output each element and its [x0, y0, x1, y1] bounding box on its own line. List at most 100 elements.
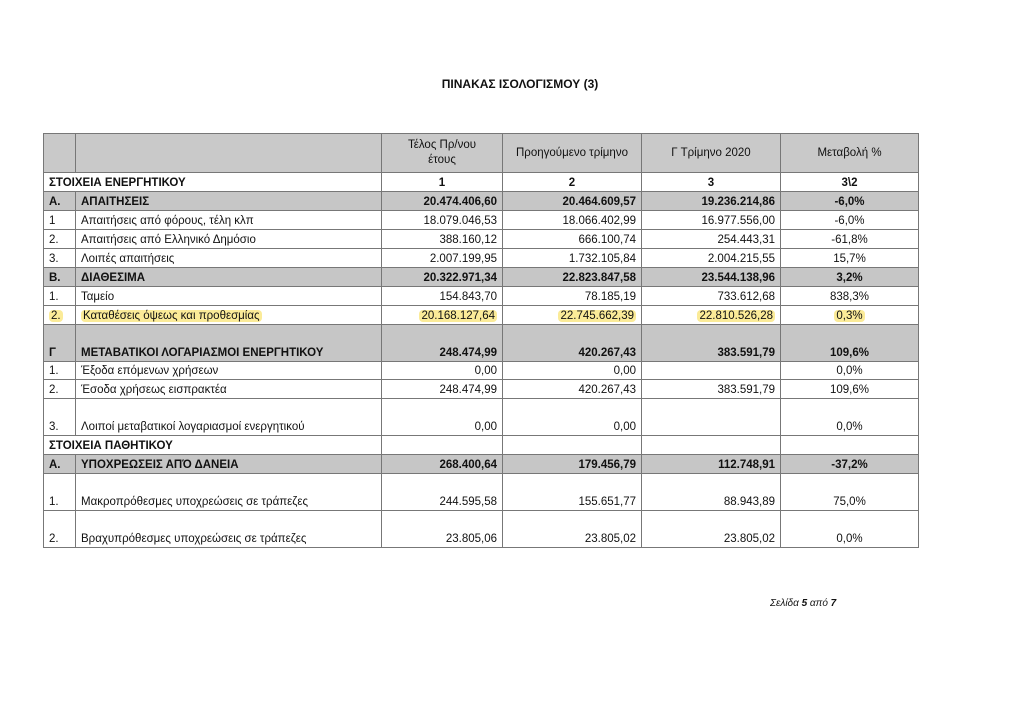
value-cell: 2.007.199,95: [381, 248, 503, 268]
value-cell: 838,3%: [780, 286, 919, 306]
value-cell: 733.612,68: [641, 286, 781, 306]
value-cell: 383.591,79: [641, 379, 781, 399]
row-label: Έσοδα χρήσεως εισπρακτέα: [75, 379, 382, 399]
value-cell: 154.843,70: [381, 286, 503, 306]
value-cell: 109,6%: [780, 324, 919, 362]
table-row: 3. Λοιπές απαιτήσεις 2.007.199,95 1.732.105…: [43, 248, 919, 268]
value-cell: 23.805,02: [502, 510, 642, 548]
value-cell: 112.748,91: [641, 454, 781, 474]
row-label: ΑΠΑΙΤΗΣΕΙΣ: [75, 191, 382, 211]
row-number: 1: [43, 210, 76, 230]
value-cell: [641, 435, 781, 455]
value-cell: 0,3%: [780, 305, 919, 325]
value-cell: 0,00: [502, 398, 642, 436]
value-cell: 23.544.138,96: [641, 267, 781, 287]
row-number: 2.: [43, 510, 76, 548]
value-cell: 2.004.215,55: [641, 248, 781, 268]
value-cell: 2: [502, 172, 642, 192]
row-number: Α.: [43, 454, 76, 474]
value-cell: 16.977.556,00: [641, 210, 781, 230]
value-cell: 0,00: [502, 361, 642, 380]
table-row: 2. Βραχυπρόθεσμες υποχρεώσεις σε τράπεζες…: [43, 510, 919, 548]
row-number: 2.: [43, 305, 76, 325]
value-cell: [381, 435, 503, 455]
value-cell: -37,2%: [780, 454, 919, 474]
value-cell: 22.810.526,28: [641, 305, 781, 325]
table-row: 3. Λοιποί μεταβατικοί λογαριασμοί ενεργητ…: [43, 398, 919, 436]
value-cell: 18.066.402,99: [502, 210, 642, 230]
value-cell: 20.322.971,34: [381, 267, 503, 287]
table-row: 2. Απαιτήσεις από Ελληνικό Δημόσιο 388.160…: [43, 229, 919, 249]
value-cell: 78.185,19: [502, 286, 642, 306]
value-cell: 420.267,43: [502, 379, 642, 399]
row-label: Έξοδα επόμενων χρήσεων: [75, 361, 382, 380]
value-cell: 0,0%: [780, 361, 919, 380]
table-row: 1. Έξοδα επόμενων χρήσεων 0,00 0,00 0,0%: [43, 361, 919, 380]
row-number: 2.: [43, 229, 76, 249]
row-label: Απαιτήσεις από Ελληνικό Δημόσιο: [75, 229, 382, 249]
value-cell: 22.823.847,58: [502, 267, 642, 287]
value-cell: 1.732.105,84: [502, 248, 642, 268]
table-header-row: Τέλος Πρ/νου έτους Προηγούμενο τρίμηνο Γ…: [43, 133, 919, 173]
value-cell: 3\2: [780, 172, 919, 192]
row-label: ΥΠΟΧΡΕΩΣΕΙΣ ΑΠΌ ΔΑΝΕΙΑ: [75, 454, 382, 474]
row-number: Β.: [43, 267, 76, 287]
header-cell: Προηγούμενο τρίμηνο: [502, 133, 642, 173]
value-cell: 1: [381, 172, 503, 192]
value-cell: 420.267,43: [502, 324, 642, 362]
header-cell: [75, 133, 382, 173]
value-cell: 3,2%: [780, 267, 919, 287]
value-cell: 22.745.662,39: [502, 305, 642, 325]
table-row: Α. ΥΠΟΧΡΕΩΣΕΙΣ ΑΠΌ ΔΑΝΕΙΑ 268.400,64 179.45…: [43, 454, 919, 474]
row-label: Ταμείο: [75, 286, 382, 306]
value-cell: 88.943,89: [641, 473, 781, 511]
value-cell: 23.805,02: [641, 510, 781, 548]
value-cell: [641, 361, 781, 380]
value-cell: 0,00: [381, 361, 503, 380]
table-row: Α. ΑΠΑΙΤΗΣΕΙΣ 20.474.406,60 20.464.609,57 19…: [43, 191, 919, 211]
value-cell: 388.160,12: [381, 229, 503, 249]
row-label: Λοιπές απαιτήσεις: [75, 248, 382, 268]
value-cell: 248.474,99: [381, 379, 503, 399]
page-title: ΠΙΝΑΚΑΣ ΙΣΟΛΟΓΙΣΜΟΥ (3): [441, 77, 599, 91]
value-cell: 15,7%: [780, 248, 919, 268]
table-row: Γ ΜΕΤΑΒΑΤΙΚΟΙ ΛΟΓΑΡΙΑΣΜΟΙ ΕΝΕΡΓΗΤΙΚΟΥ 248.…: [43, 324, 919, 362]
header-cell: Μεταβολή %: [780, 133, 919, 173]
table-row: ΣΤΟΙΧΕΙΑ ΕΝΕΡΓΗΤΙΚΟΥ 1 2 3 3\2: [43, 172, 919, 192]
row-label: Μακροπρόθεσμες υποχρεώσεις σε τράπεζες: [75, 473, 382, 511]
value-cell: 155.651,77: [502, 473, 642, 511]
value-cell: 109,6%: [780, 379, 919, 399]
row-number: Α.: [43, 191, 76, 211]
balance-sheet-table: Τέλος Πρ/νου έτους Προηγούμενο τρίμηνο Γ…: [43, 133, 919, 548]
value-cell: 20.474.406,60: [381, 191, 503, 211]
table-row: 1 Απαιτήσεις από φόρους, τέλη κλπ 18.079.0…: [43, 210, 919, 230]
table-row: ΣΤΟΙΧΕΙΑ ΠΑΘΗΤΙΚΟΥ: [43, 435, 919, 455]
value-cell: -6,0%: [780, 191, 919, 211]
value-cell: 666.100,74: [502, 229, 642, 249]
row-number: 3.: [43, 398, 76, 436]
row-label: Βραχυπρόθεσμες υποχρεώσεις σε τράπεζες: [75, 510, 382, 548]
value-cell: 75,0%: [780, 473, 919, 511]
value-cell: -6,0%: [780, 210, 919, 230]
row-number: 3.: [43, 248, 76, 268]
value-cell: 0,0%: [780, 398, 919, 436]
row-number: 1.: [43, 286, 76, 306]
row-number: 2.: [43, 379, 76, 399]
value-cell: 244.595,58: [381, 473, 503, 511]
section-label: ΣΤΟΙΧΕΙΑ ΠΑΘΗΤΙΚΟΥ: [43, 435, 382, 455]
value-cell: [502, 435, 642, 455]
row-label: Λοιποί μεταβατικοί λογαριασμοί ενεργητικ…: [75, 398, 382, 436]
value-cell: [780, 435, 919, 455]
row-label: Καταθέσεις όψεως και προθεσμίας: [75, 305, 382, 325]
value-cell: 0,00: [381, 398, 503, 436]
table-row: 1. Μακροπρόθεσμες υποχρεώσεις σε τράπεζες…: [43, 473, 919, 511]
value-cell: 254.443,31: [641, 229, 781, 249]
header-cell: Τέλος Πρ/νου έτους: [381, 133, 503, 173]
row-label: ΜΕΤΑΒΑΤΙΚΟΙ ΛΟΓΑΡΙΑΣΜΟΙ ΕΝΕΡΓΗΤΙΚΟΥ: [75, 324, 382, 362]
row-label: Απαιτήσεις από φόρους, τέλη κλπ: [75, 210, 382, 230]
table-row: 2. Καταθέσεις όψεως και προθεσμίας 20.168.…: [43, 305, 919, 325]
value-cell: 0,0%: [780, 510, 919, 548]
row-number: 1.: [43, 473, 76, 511]
header-cell: [43, 133, 76, 173]
value-cell: 3: [641, 172, 781, 192]
